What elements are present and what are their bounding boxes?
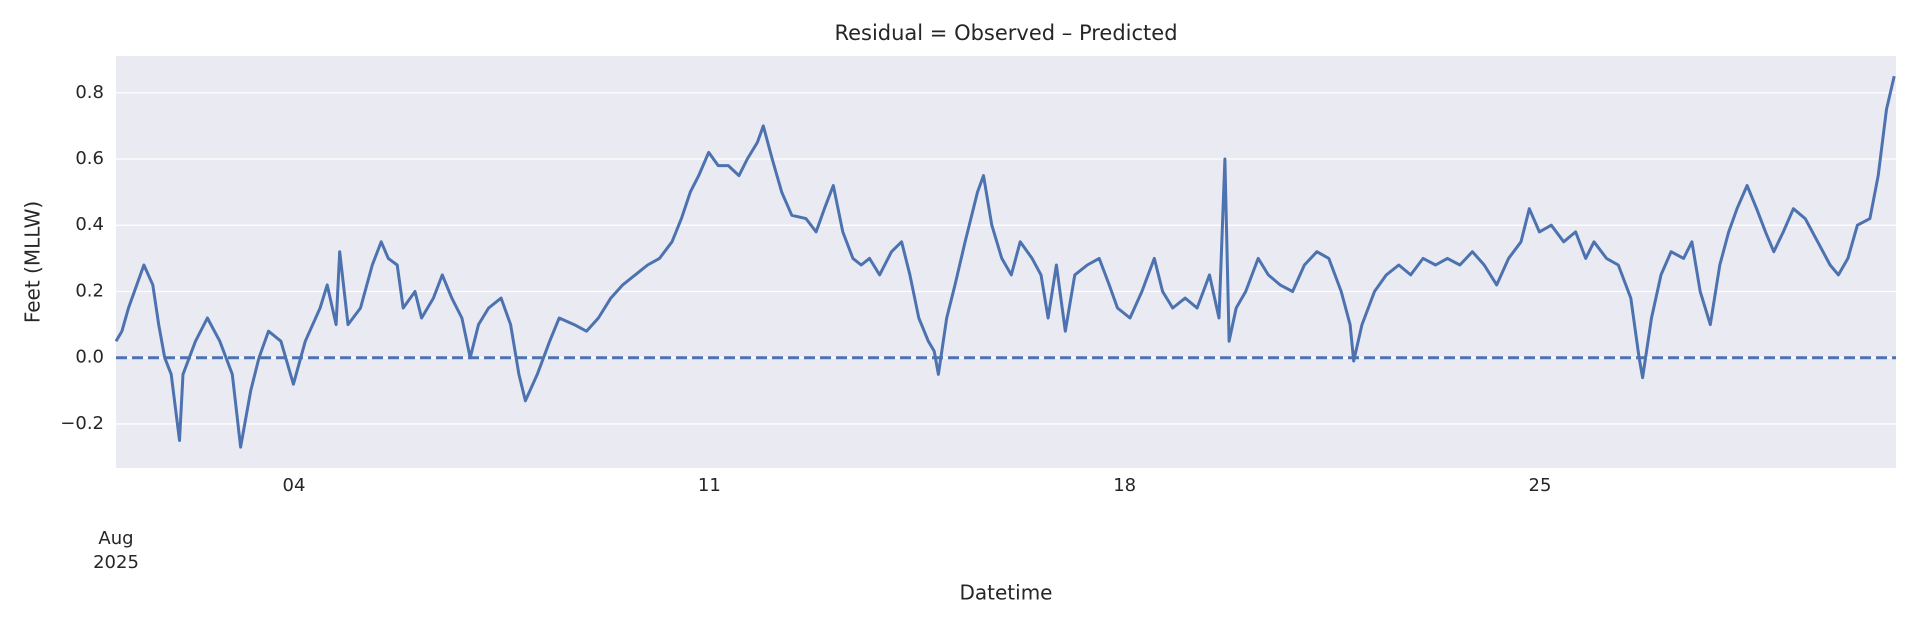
x-axis-label: Datetime (960, 581, 1053, 605)
y-tick-label: 0.0 (75, 347, 104, 368)
x-tick-label: 11 (698, 475, 721, 496)
y-tick-label: 0.4 (75, 214, 104, 235)
y-tick-label: 0.8 (75, 82, 104, 103)
y-tick-label: 0.6 (75, 148, 104, 169)
y-axis-label: Feet (MLLW) (21, 201, 45, 323)
x-tick-label: 18 (1113, 475, 1136, 496)
x-tick-label: 25 (1529, 475, 1552, 496)
x-tick-label: 04 (283, 475, 306, 496)
plot-background (116, 56, 1896, 468)
y-tick-label: −0.2 (60, 413, 104, 434)
y-tick-label: 0.2 (75, 280, 104, 301)
chart-title: Residual = Observed – Predicted (834, 21, 1177, 45)
data-line (114, 75, 1896, 449)
x-tick-label: Aug 2025 (93, 528, 139, 573)
